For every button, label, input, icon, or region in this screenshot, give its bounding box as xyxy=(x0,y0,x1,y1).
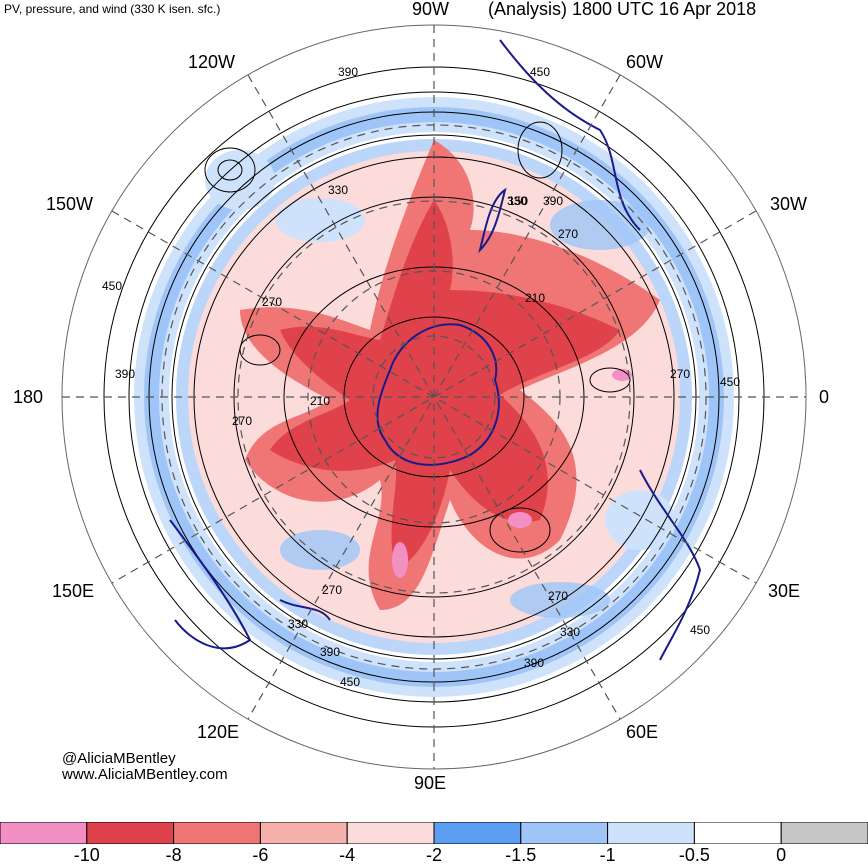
pv-map: 390 450 330 390 270 150 210 270 450 390 … xyxy=(61,24,807,770)
colorbar-tick-label: 0 xyxy=(776,845,787,865)
contour-label: 210 xyxy=(525,291,545,305)
contour-label: 450 xyxy=(720,375,740,389)
lon-label-60e: 60E xyxy=(626,722,659,742)
colorbar-bin xyxy=(173,822,261,844)
field-title: PV, pressure, and wind (330 K isen. sfc.… xyxy=(4,2,221,16)
colorbar-tick-label: -8 xyxy=(165,845,182,865)
colorbar-bin xyxy=(607,822,695,844)
contour-label: 330 xyxy=(328,183,348,197)
lon-label-90e: 90E xyxy=(414,773,447,793)
contour-label: 270 xyxy=(262,295,282,309)
colorbar-tick-label: -0.5 xyxy=(678,845,710,865)
contour-label: 330 xyxy=(560,625,580,639)
contour-label: 390 xyxy=(543,194,563,208)
colorbar-bin xyxy=(0,822,88,844)
contour-label: 330 xyxy=(507,194,527,208)
contour-label: 150 xyxy=(508,194,528,208)
contour-label: 390 xyxy=(338,65,358,79)
credit-website: www.AliciaMBentley.com xyxy=(62,766,228,783)
colorbar-bin xyxy=(433,822,522,844)
contour-label: 270 xyxy=(670,367,690,381)
credit-handle: @AliciaMBentley xyxy=(62,750,176,767)
colorbar-tick-label: -2 xyxy=(425,845,443,865)
colorbar-tick-label: -1.5 xyxy=(505,845,537,865)
lon-label-60w: 60W xyxy=(626,52,664,72)
colorbar-tick-label: -6 xyxy=(252,845,269,865)
contour-label: 210 xyxy=(310,394,330,408)
run-title: (Analysis) 1800 UTC 16 Apr 2018 xyxy=(488,0,757,19)
contour-label: 390 xyxy=(524,656,544,670)
lon-label-150w: 150W xyxy=(46,194,94,214)
contour-label: 450 xyxy=(102,279,122,293)
colorbar-bin xyxy=(693,822,782,844)
contour-label: 270 xyxy=(232,414,252,428)
lon-label-120w: 120W xyxy=(188,52,236,72)
lon-label-120e: 120E xyxy=(197,722,240,742)
colorbar-tick-label: -10 xyxy=(73,845,100,865)
colorbar-bin xyxy=(780,822,868,844)
colorbar-bin xyxy=(259,822,348,844)
contour-label: 390 xyxy=(320,645,340,659)
colorbar-tick-label: -4 xyxy=(339,845,356,865)
contour-label: 450 xyxy=(340,675,360,689)
contour-label: 270 xyxy=(548,589,568,603)
colorbar-bin xyxy=(520,822,609,844)
contour-label: 330 xyxy=(288,617,308,631)
lon-label-90w: 90W xyxy=(412,0,450,19)
colorbar-tick-label: -1 xyxy=(599,845,616,865)
colorbar-bin xyxy=(346,822,435,844)
lon-label-30e: 30E xyxy=(768,581,801,601)
lon-label-30w: 30W xyxy=(770,194,808,214)
contour-label: 270 xyxy=(322,583,342,597)
lon-label-150e: 150E xyxy=(52,581,95,601)
colorbar-bin xyxy=(86,822,175,844)
lon-label-180: 180 xyxy=(13,387,44,407)
contour-label: 450 xyxy=(530,65,550,79)
contour-label: 390 xyxy=(115,367,135,381)
lon-label-0: 0 xyxy=(819,387,830,407)
contour-label: 270 xyxy=(558,227,578,241)
colorbar xyxy=(0,822,868,844)
contour-label: 450 xyxy=(690,623,710,637)
